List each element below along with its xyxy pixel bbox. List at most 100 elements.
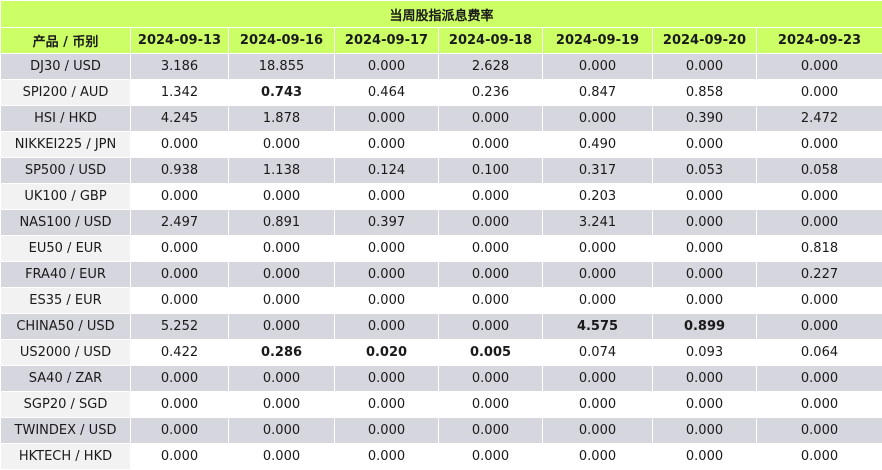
product-cell: SP500 / USD [1,158,131,184]
column-header-date: 2024-09-13 [131,28,229,54]
product-cell: US2000 / USD [1,340,131,366]
product-cell: SA40 / ZAR [1,366,131,392]
rate-cell: 0.000 [335,418,439,444]
rate-cell: 0.000 [131,288,229,314]
column-header-date: 2024-09-23 [757,28,882,54]
product-cell: EU50 / EUR [1,236,131,262]
rate-cell: 0.000 [757,132,882,158]
product-cell: NAS100 / USD [1,210,131,236]
rate-cell: 0.000 [131,392,229,418]
rate-cell: 1.342 [131,80,229,106]
rate-cell: 0.000 [543,392,653,418]
rate-cell: 0.000 [335,184,439,210]
rate-cell: 0.000 [229,184,335,210]
rate-cell: 0.000 [229,314,335,340]
column-header-product: 产品 / 币别 [1,28,131,54]
rate-cell: 0.124 [335,158,439,184]
rate-cell: 0.000 [335,106,439,132]
rate-cell: 2.628 [439,54,543,80]
rate-cell: 0.000 [543,262,653,288]
rate-cell: 0.000 [335,392,439,418]
rate-cell: 0.000 [229,392,335,418]
rate-cell: 0.891 [229,210,335,236]
rate-cell: 0.390 [653,106,757,132]
rate-cell: 0.000 [229,236,335,262]
column-header-date: 2024-09-20 [653,28,757,54]
rate-cell: 0.000 [543,418,653,444]
rate-cell: 0.000 [757,210,882,236]
rate-cell: 0.743 [229,80,335,106]
rate-cell: 0.847 [543,80,653,106]
rate-cell: 0.000 [653,132,757,158]
rate-cell: 0.000 [543,366,653,392]
rate-cell: 0.000 [439,210,543,236]
rate-cell: 0.053 [653,158,757,184]
rate-cell: 0.000 [757,184,882,210]
rate-cell: 0.000 [229,262,335,288]
rate-cell: 0.464 [335,80,439,106]
rate-cell: 0.422 [131,340,229,366]
rate-cell: 5.252 [131,314,229,340]
rate-cell: 0.000 [543,288,653,314]
rate-cell: 0.858 [653,80,757,106]
rate-cell: 0.000 [439,418,543,444]
table-title: 当周股指派息费率 [1,1,882,28]
rate-cell: 0.317 [543,158,653,184]
rate-cell: 0.000 [757,444,882,470]
rate-cell: 0.203 [543,184,653,210]
rate-cell: 0.005 [439,340,543,366]
rate-cell: 0.000 [335,444,439,470]
rate-cell: 0.490 [543,132,653,158]
rate-cell: 0.000 [229,132,335,158]
rate-cell: 0.000 [439,184,543,210]
rate-cell: 1.138 [229,158,335,184]
rate-cell: 0.000 [439,366,543,392]
rate-cell: 0.000 [653,392,757,418]
rate-cell: 0.000 [543,236,653,262]
rate-cell: 0.000 [229,366,335,392]
rate-cell: 0.020 [335,340,439,366]
rate-cell: 2.472 [757,106,882,132]
product-cell: DJ30 / USD [1,54,131,80]
rate-cell: 0.000 [543,106,653,132]
product-cell: NIKKEI225 / JPN [1,132,131,158]
rate-cell: 0.074 [543,340,653,366]
rate-cell: 0.000 [335,288,439,314]
rate-cell: 3.241 [543,210,653,236]
rate-cell: 0.000 [131,262,229,288]
rate-cell: 3.186 [131,54,229,80]
column-header-date: 2024-09-18 [439,28,543,54]
rate-cell: 0.000 [131,236,229,262]
rate-cell: 0.000 [653,236,757,262]
column-header-date: 2024-09-16 [229,28,335,54]
rate-cell: 0.000 [439,106,543,132]
rate-cell: 0.000 [757,314,882,340]
rate-cell: 0.000 [439,444,543,470]
rate-cell: 0.000 [335,54,439,80]
rate-cell: 0.899 [653,314,757,340]
product-cell: HSI / HKD [1,106,131,132]
rate-cell: 0.000 [335,314,439,340]
rate-cell: 0.000 [439,392,543,418]
product-cell: ES35 / EUR [1,288,131,314]
rate-cell: 0.000 [543,54,653,80]
rate-cell: 0.100 [439,158,543,184]
product-cell: CHINA50 / USD [1,314,131,340]
rate-cell: 0.000 [439,288,543,314]
rate-cell: 0.000 [757,392,882,418]
column-header-date: 2024-09-17 [335,28,439,54]
